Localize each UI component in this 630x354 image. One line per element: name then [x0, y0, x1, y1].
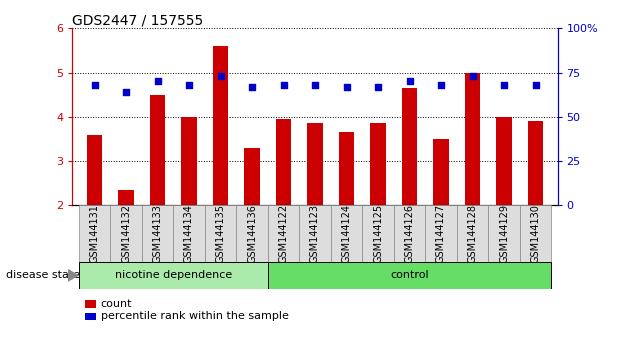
Text: GSM144134: GSM144134	[184, 204, 194, 263]
Text: GSM144135: GSM144135	[215, 204, 226, 263]
Bar	[394, 205, 425, 262]
Text: GSM144127: GSM144127	[436, 204, 446, 263]
Point	[278, 82, 289, 88]
Bar	[150, 95, 165, 205]
Text: GSM144125: GSM144125	[373, 204, 383, 263]
Bar	[496, 117, 512, 205]
Text: GSM144122: GSM144122	[278, 204, 289, 263]
Text: GSM144126: GSM144126	[404, 204, 415, 263]
Bar	[276, 119, 291, 205]
Point	[341, 84, 352, 90]
Bar	[370, 124, 386, 205]
Text: GDS2447 / 157555: GDS2447 / 157555	[72, 13, 203, 27]
Point	[404, 79, 415, 84]
Text: GSM144128: GSM144128	[467, 204, 478, 263]
Text: count: count	[101, 299, 132, 309]
Point	[373, 84, 383, 90]
Bar	[425, 205, 457, 262]
Point	[89, 82, 100, 88]
Bar	[528, 121, 543, 205]
Bar	[488, 205, 520, 262]
Bar	[142, 205, 173, 262]
Bar	[465, 73, 480, 205]
Bar	[307, 124, 323, 205]
Point	[184, 82, 194, 88]
Point	[436, 82, 446, 88]
Bar	[268, 205, 299, 262]
Text: nicotine dependence: nicotine dependence	[115, 270, 232, 280]
Bar	[362, 205, 394, 262]
Text: disease state: disease state	[6, 270, 81, 280]
Point	[310, 82, 320, 88]
Bar	[331, 205, 362, 262]
Bar	[433, 139, 449, 205]
Bar	[79, 262, 268, 289]
Text: GSM144131: GSM144131	[89, 204, 100, 263]
Bar	[87, 135, 102, 205]
Bar	[520, 205, 551, 262]
Bar	[236, 205, 268, 262]
Text: GSM144130: GSM144130	[530, 204, 541, 263]
Bar	[339, 132, 354, 205]
Point	[121, 90, 131, 95]
Text: percentile rank within the sample: percentile rank within the sample	[101, 312, 289, 321]
Point	[530, 82, 541, 88]
Point	[215, 73, 226, 79]
Bar	[79, 205, 110, 262]
Text: GSM144124: GSM144124	[341, 204, 352, 263]
Point	[247, 84, 257, 90]
Bar	[110, 205, 142, 262]
Bar	[268, 262, 551, 289]
Bar	[213, 46, 228, 205]
Point	[467, 73, 478, 79]
Point	[152, 79, 163, 84]
Text: GSM144132: GSM144132	[121, 204, 131, 263]
Bar	[457, 205, 488, 262]
Text: GSM144123: GSM144123	[310, 204, 320, 263]
Text: control: control	[390, 270, 429, 280]
Bar	[118, 190, 134, 205]
Bar	[299, 205, 331, 262]
Text: GSM144136: GSM144136	[247, 204, 257, 263]
Text: GSM144133: GSM144133	[152, 204, 163, 263]
Text: GSM144129: GSM144129	[499, 204, 509, 263]
Bar	[244, 148, 260, 205]
Bar	[181, 117, 197, 205]
Bar	[173, 205, 205, 262]
Bar	[402, 88, 417, 205]
Point	[499, 82, 509, 88]
Bar	[205, 205, 236, 262]
